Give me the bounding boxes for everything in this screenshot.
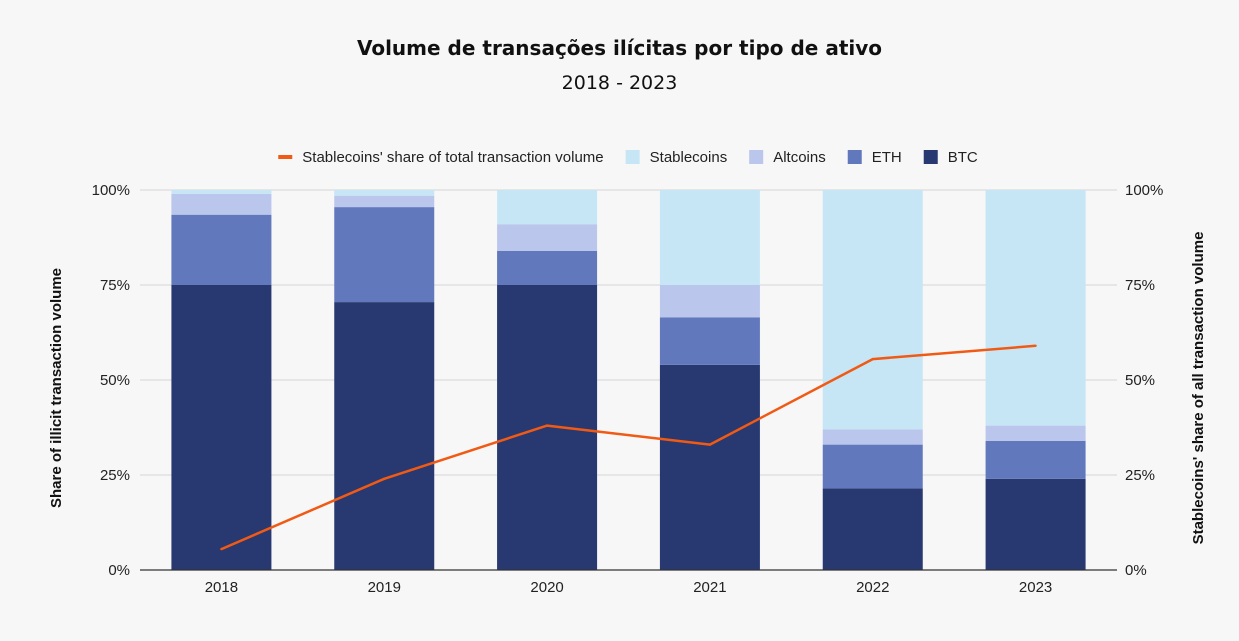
legend-label: BTC [948,149,978,166]
legend-label: ETH [872,149,902,166]
legend-marker-eth [847,150,862,164]
bar-stablecoins-2021 [659,190,760,285]
y-tick-label-right: 0% [1125,562,1147,579]
x-tick-label: 2018 [205,579,238,596]
line-point-2019 [383,477,386,480]
legend-label: Stablecoins [650,149,728,166]
bar-stablecoins-2023 [985,190,1086,426]
bar-eth-2019 [334,207,435,303]
legend-marker-btc [923,150,938,164]
line-series [220,344,1037,551]
x-tick-label: 2023 [1019,579,1052,596]
bars [171,190,1086,570]
bar-stablecoins-2018 [171,190,272,194]
bar-btc-2019 [334,302,435,570]
y-tick-label-left: 100% [92,182,130,199]
axes: 0% 25% 50% 75% 100% 0% 25% 50% 75% 100% 2018 2019 20… [92,182,1164,596]
legend-label: Stablecoins' share of total transaction … [302,149,603,166]
y-tick-label-right: 75% [1125,277,1155,294]
bar-btc-2020 [497,285,598,570]
gridlines [140,189,1117,476]
x-tick-label: 2021 [693,579,726,596]
legend-marker-line [278,155,293,159]
bar-btc-2018 [171,285,272,570]
chart-title: Volume de transações ilícitas por tipo d… [356,36,883,60]
bar-altcoins-2020 [497,224,598,251]
line-point-2021 [708,443,712,446]
bar-altcoins-2019 [334,195,435,208]
legend-marker-altcoins [749,150,764,164]
x-tick-label: 2019 [368,579,401,596]
bar-stablecoins-2022 [822,190,923,430]
legend[interactable]: Stablecoins' share of total transaction … [278,149,978,166]
bar-btc-2023 [985,478,1086,570]
line-point-2023 [1034,344,1037,347]
y-axis-label-right: Stablecoins' share of all transaction vo… [1190,232,1207,545]
legend-label: Altcoins [773,149,826,166]
bar-altcoins-2022 [822,429,923,445]
line-point-2022 [871,357,874,361]
y-tick-label-right: 100% [1125,182,1163,199]
bar-altcoins-2018 [171,193,272,215]
bar-eth-2021 [659,317,760,365]
y-tick-label-left: 25% [100,467,130,484]
bar-stablecoins-2019 [334,190,435,196]
line-point-2020 [545,424,549,427]
x-tick-label: 2020 [530,579,563,596]
line-point-2018 [220,547,223,551]
x-tick-label: 2022 [856,579,889,596]
bar-btc-2021 [659,364,760,570]
y-tick-label-left: 50% [100,372,130,389]
y-axis-label-left: Share of illicit transaction volume [48,268,65,508]
chart-subtitle: 2018 - 2023 [561,72,678,94]
y-tick-label-left: 75% [100,277,130,294]
bar-eth-2023 [985,440,1086,479]
bar-eth-2018 [171,214,272,285]
bar-btc-2022 [822,488,923,570]
bar-eth-2022 [822,444,923,489]
bar-altcoins-2021 [659,285,760,318]
y-tick-label-right: 25% [1125,467,1155,484]
y-tick-label-left: 0% [108,562,130,579]
bar-stablecoins-2020 [497,190,598,225]
bar-altcoins-2023 [985,425,1086,441]
legend-marker-stablecoins [625,150,640,164]
line-stablecoin-share [220,344,1036,551]
bar-eth-2020 [497,250,598,285]
y-tick-label-right: 50% [1125,372,1155,389]
